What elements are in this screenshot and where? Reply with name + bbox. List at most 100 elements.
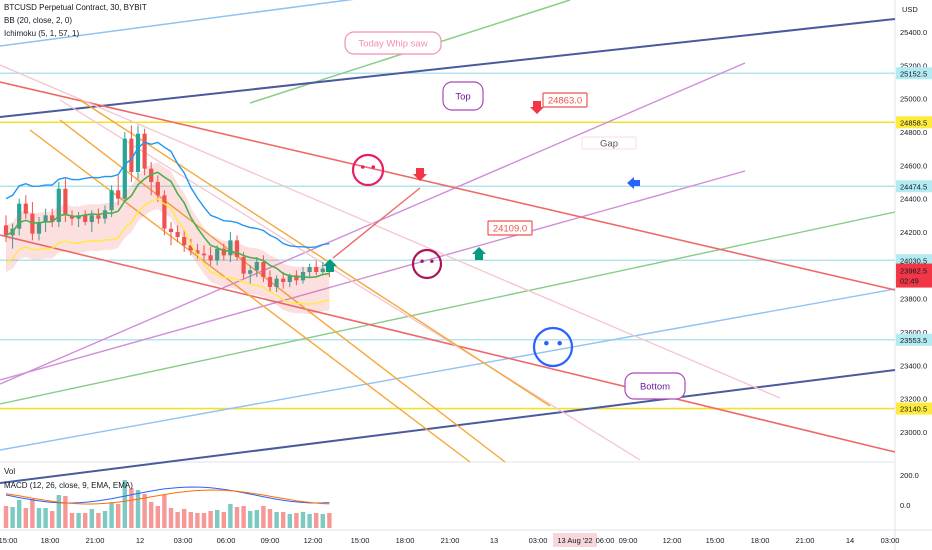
candle-body — [261, 262, 266, 277]
time-tick-label: 15:00 — [706, 536, 725, 545]
volume-bar — [122, 480, 127, 528]
candle-body — [3, 225, 9, 236]
arrow-down-icon — [530, 101, 544, 114]
candle-body — [248, 270, 253, 274]
time-tick-label: 13 Aug '22 — [557, 536, 592, 545]
candle-body — [267, 277, 273, 287]
neutral-face-icon — [411, 248, 443, 280]
time-tick-label: 06:00 — [217, 536, 236, 545]
candle-body — [254, 262, 259, 271]
volume-bar — [248, 511, 253, 528]
price-level-tag — [896, 333, 932, 346]
candle-body — [89, 215, 94, 222]
time-tick-label: 21:00 — [796, 536, 815, 545]
candle-body — [102, 210, 108, 219]
price-level-label: 24474.5 — [900, 182, 927, 191]
time-tick-label: 03:00 — [881, 536, 900, 545]
volume-bar — [36, 508, 42, 528]
candle-body — [17, 203, 22, 229]
confused-face-icon-eye — [557, 340, 562, 346]
time-tick-label: 03:00 — [174, 536, 193, 545]
volume-bar — [142, 494, 147, 528]
candle-body — [162, 195, 167, 229]
price-tick-label: 24600.0 — [900, 161, 927, 170]
price-tick-label: 24200.0 — [900, 228, 927, 237]
time-tick-label: 06:00 — [596, 536, 615, 545]
candle-body — [208, 255, 213, 261]
price-level-tag — [896, 402, 932, 415]
candle-body — [135, 133, 141, 172]
volume-bar — [50, 511, 55, 528]
volume-bar — [17, 500, 22, 528]
candle-body — [215, 248, 220, 261]
time-tick-label: 18:00 — [751, 536, 770, 545]
trend-line — [59, 99, 641, 461]
price-tick-label: 25400.0 — [900, 28, 927, 37]
whipsaw-note-text: Today Whip saw — [358, 39, 427, 50]
gap-note-text: Gap — [600, 139, 618, 150]
volume-bar — [96, 513, 101, 528]
confused-face-icon — [532, 326, 574, 368]
candle-body — [155, 182, 160, 196]
volume-tick-label: 0.0 — [900, 501, 910, 510]
volume-bar — [155, 506, 160, 528]
price-level-label: 23553.5 — [900, 336, 927, 345]
price-tick-label: 25000.0 — [900, 95, 927, 104]
currency-label: USD — [902, 5, 918, 14]
time-tick-label: 15:00 — [351, 536, 370, 545]
volume-bar — [267, 509, 273, 528]
price-level-label: 24030.5 — [900, 256, 927, 265]
volume-label: Vol — [4, 467, 16, 476]
candle-body — [36, 222, 42, 234]
time-tick-label: 12:00 — [663, 536, 682, 545]
candle-body — [149, 168, 154, 182]
trend-line — [0, 288, 896, 451]
price-axis[interactable]: 25400.0 25200.0 25000.0 24800.0 24600.0 24400… — [896, 5, 932, 437]
trend-line — [0, 81, 896, 291]
current-price-tag — [896, 263, 932, 288]
candle-body — [50, 215, 55, 222]
projection-arrow — [332, 187, 421, 259]
happy-face-icon — [351, 153, 385, 187]
trend-line — [0, 170, 746, 381]
candle-body — [188, 245, 193, 251]
arrow-up-icon — [323, 259, 337, 272]
confused-face-icon-eye — [544, 340, 549, 346]
candle-body — [175, 232, 180, 237]
volume-bar — [300, 512, 306, 528]
ichimoku-cloud — [6, 162, 330, 315]
volume-bar — [281, 512, 286, 528]
top-note-box — [442, 81, 484, 111]
volume-bar — [294, 513, 299, 528]
volume-bar — [43, 508, 48, 528]
candles-layer — [3, 125, 332, 315]
happy-face-icon-eye — [360, 165, 365, 169]
time-axis[interactable]: 15:00 18:00 21:00 12 03:00 06:00 09:00 12:00 15:… — [0, 533, 899, 547]
volume-bar — [195, 513, 200, 528]
trend-line — [79, 99, 551, 407]
volume-bar — [168, 508, 174, 528]
time-tick-label: 18:00 — [41, 536, 60, 545]
candle-body — [195, 250, 200, 254]
volume-macd-pane: 200.0 0.0 — [3, 471, 919, 528]
price-tick-label: 24800.0 — [900, 128, 927, 137]
price-note-high-box — [542, 92, 588, 108]
volume-bar — [241, 506, 246, 528]
volume-bar — [188, 512, 193, 528]
volume-bar — [89, 509, 94, 528]
volume-bar — [109, 503, 114, 528]
candle-body — [307, 267, 312, 272]
volume-bar — [254, 510, 259, 528]
candle-body — [294, 275, 299, 281]
volume-bar — [149, 502, 154, 528]
candle-body — [116, 190, 121, 199]
volume-bar — [261, 506, 266, 528]
price-tick-label: 24400.0 — [900, 195, 927, 204]
gap-note-box — [581, 136, 637, 150]
volume-bar — [215, 510, 220, 528]
trend-line — [0, 18, 896, 118]
drawings-layer — [0, 0, 896, 484]
candle-body — [83, 215, 88, 222]
volume-bar — [135, 490, 141, 528]
